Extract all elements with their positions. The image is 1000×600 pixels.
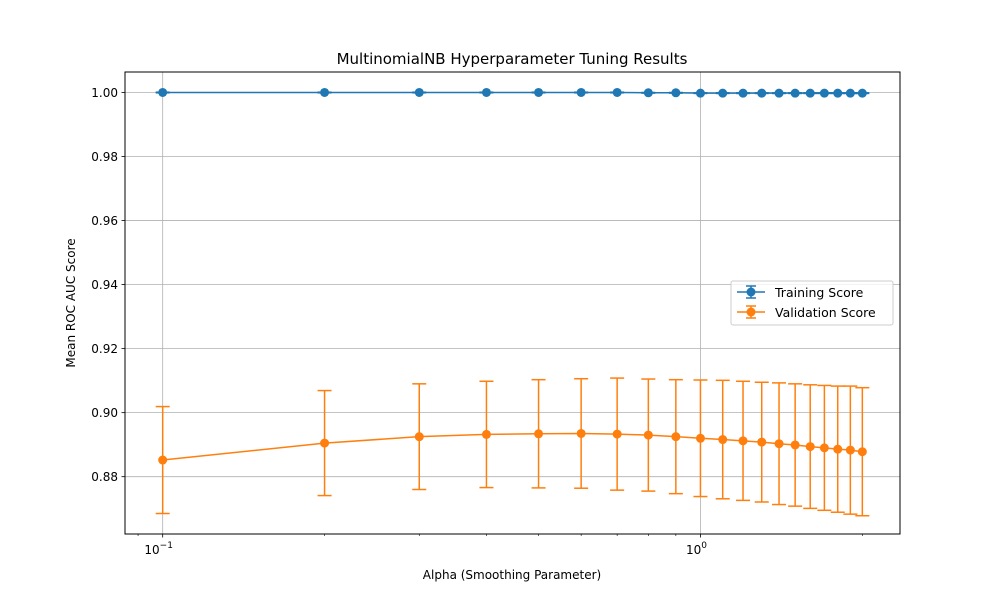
- y-axis-label: Mean ROC AUC Score: [64, 238, 78, 367]
- data-point-validation: [819, 443, 829, 453]
- data-point-training: [774, 88, 784, 98]
- data-point-training: [158, 87, 168, 97]
- data-point-validation: [790, 440, 800, 450]
- series-group: [155, 87, 870, 517]
- x-tick-base: 10: [686, 543, 701, 557]
- legend-label-training: Training Score: [774, 285, 864, 300]
- series-validation: [155, 377, 870, 517]
- chart-title: MultinomialNB Hyperparameter Tuning Resu…: [337, 50, 688, 68]
- y-tick-label: 0.92: [91, 342, 118, 356]
- x-tick-exponent: 0: [701, 541, 707, 551]
- data-point-training: [845, 88, 855, 98]
- x-tick-label: 100: [686, 541, 707, 557]
- data-point-training: [534, 87, 544, 97]
- data-point-training: [805, 88, 815, 98]
- data-point-validation: [805, 442, 815, 452]
- data-point-training: [481, 87, 491, 97]
- x-axis-label: Alpha (Smoothing Parameter): [423, 568, 601, 582]
- data-point-validation: [738, 436, 748, 446]
- data-point-training: [790, 88, 800, 98]
- legend-label-validation: Validation Score: [775, 305, 876, 320]
- data-point-training: [757, 88, 767, 98]
- data-point-validation: [845, 445, 855, 455]
- data-point-validation: [695, 433, 705, 443]
- y-tick-label: 0.96: [91, 214, 118, 228]
- x-tick-label: 10−1: [144, 541, 173, 557]
- data-point-validation: [671, 432, 681, 442]
- data-point-validation: [857, 447, 867, 457]
- data-point-validation: [534, 429, 544, 439]
- y-tick-label: 0.88: [91, 470, 118, 484]
- series-training: [155, 87, 870, 98]
- legend-marker-validation: [746, 307, 756, 317]
- data-point-training: [414, 87, 424, 97]
- legend-box: [730, 280, 894, 326]
- data-point-training: [612, 87, 622, 97]
- data-point-training: [718, 88, 728, 98]
- data-point-validation: [320, 438, 330, 448]
- x-tick-exponent: −1: [160, 541, 173, 551]
- data-point-validation: [158, 455, 168, 465]
- data-point-validation: [481, 429, 491, 439]
- y-tick-label: 0.94: [91, 278, 118, 292]
- data-point-validation: [774, 439, 784, 449]
- x-tick-base: 10: [144, 543, 159, 557]
- data-point-training: [833, 88, 843, 98]
- data-point-validation: [576, 428, 586, 438]
- data-point-training: [738, 88, 748, 98]
- data-point-validation: [718, 435, 728, 445]
- data-point-training: [643, 88, 653, 98]
- data-point-validation: [612, 429, 622, 439]
- data-point-training: [819, 88, 829, 98]
- y-tick-label: 0.90: [91, 406, 118, 420]
- plot-frame: [124, 71, 901, 535]
- y-tick-label: 0.98: [91, 150, 118, 164]
- data-point-training: [695, 88, 705, 98]
- data-point-validation: [643, 430, 653, 440]
- data-point-training: [857, 88, 867, 98]
- data-point-validation: [757, 437, 767, 447]
- data-point-validation: [833, 444, 843, 454]
- data-point-validation: [414, 432, 424, 442]
- data-point-training: [576, 87, 586, 97]
- data-point-training: [671, 88, 681, 98]
- data-point-training: [320, 87, 330, 97]
- legend: Training Score Validation Score: [730, 280, 894, 326]
- legend-marker-training: [746, 287, 756, 297]
- y-tick-label: 1.00: [91, 86, 118, 100]
